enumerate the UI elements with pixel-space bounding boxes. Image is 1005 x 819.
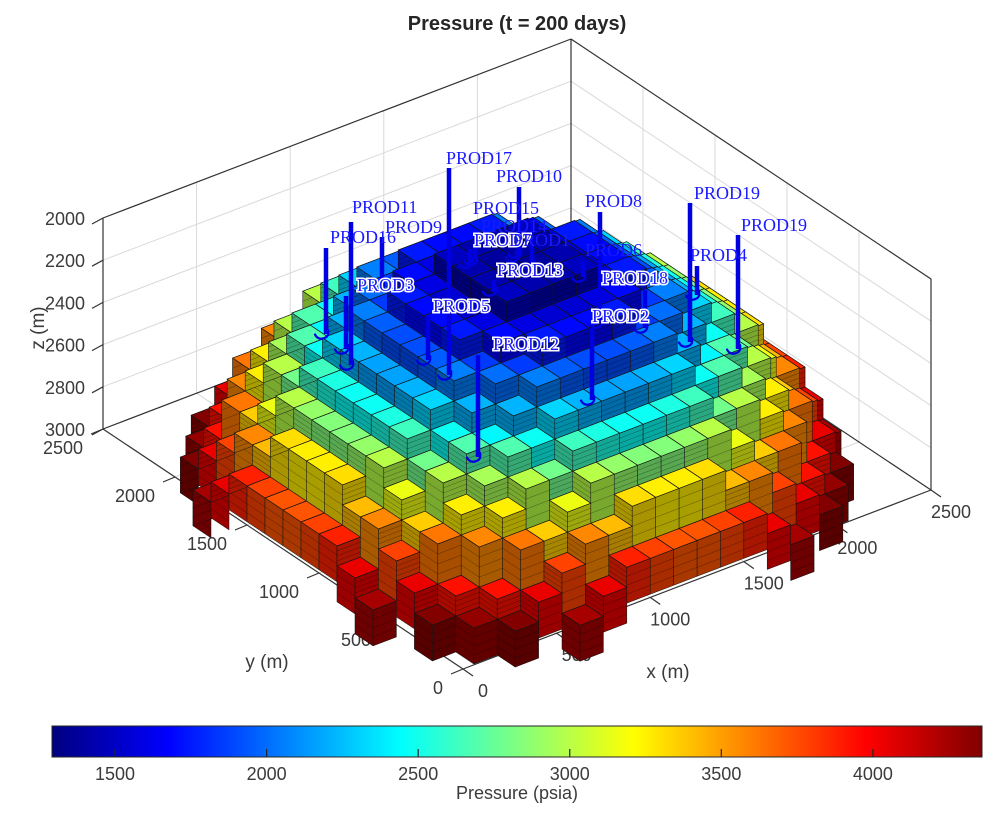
svg-text:2500: 2500 (398, 764, 438, 784)
well-label: PROD19 (741, 215, 807, 235)
well-label: PROD17 (446, 148, 512, 168)
x-axis-label: x (m) (646, 662, 689, 683)
svg-text:2000: 2000 (247, 764, 287, 784)
chart-title: Pressure (t = 200 days) (408, 13, 626, 35)
svg-text:2500: 2500 (931, 502, 971, 522)
svg-text:4000: 4000 (853, 764, 893, 784)
well-label: PROD11 (352, 197, 417, 217)
svg-text:2200: 2200 (45, 251, 85, 271)
well-label: PROD2 (592, 306, 649, 326)
svg-text:0: 0 (478, 681, 488, 701)
well-label: PROD12 (493, 334, 559, 354)
svg-text:2500: 2500 (43, 438, 83, 458)
svg-text:1500: 1500 (187, 534, 227, 554)
svg-text:1500: 1500 (95, 764, 135, 784)
colorbar-label: Pressure (psia) (456, 783, 578, 803)
y-axis-label: y (m) (245, 652, 288, 673)
well-label: PROD3 (357, 275, 414, 295)
svg-text:2400: 2400 (45, 293, 85, 313)
well-label: PROD4 (690, 245, 747, 265)
svg-text:1000: 1000 (650, 609, 690, 629)
svg-text:0: 0 (433, 678, 443, 698)
svg-text:2000: 2000 (837, 538, 877, 558)
svg-text:1500: 1500 (744, 574, 784, 594)
svg-text:2800: 2800 (45, 378, 85, 398)
svg-text:3500: 3500 (701, 764, 741, 784)
svg-text:2000: 2000 (45, 209, 85, 229)
well-label: PROD9 (385, 217, 442, 237)
axis-tick-labels: 0500100015002000250005001000150020002500… (43, 209, 971, 701)
well-label: PROD13 (497, 260, 563, 280)
well-label: PROD19 (694, 183, 760, 203)
well-label: PROD7 (474, 230, 531, 250)
wall-grid (102, 74, 932, 449)
well-label: PROD8 (585, 191, 642, 211)
svg-text:2000: 2000 (115, 486, 155, 506)
z-axis-label: z (m) (28, 306, 49, 349)
well-label: PROD16 (330, 227, 396, 247)
well-label: PROD10 (496, 166, 562, 186)
svg-text:3000: 3000 (550, 764, 590, 784)
well-label: PROD6 (585, 240, 642, 260)
well-label: PROD18 (602, 268, 668, 288)
well-label: PROD5 (433, 296, 490, 316)
well-label: PROD14 (481, 216, 547, 236)
svg-text:1000: 1000 (259, 582, 299, 602)
well-label: PROD1 (513, 230, 570, 250)
colorbar: 1500 2000 2500 3000 3500 4000 (51, 725, 983, 784)
svg-text:3000: 3000 (45, 420, 85, 440)
svg-text:2600: 2600 (45, 336, 85, 356)
well-label: PROD15 (473, 198, 539, 218)
